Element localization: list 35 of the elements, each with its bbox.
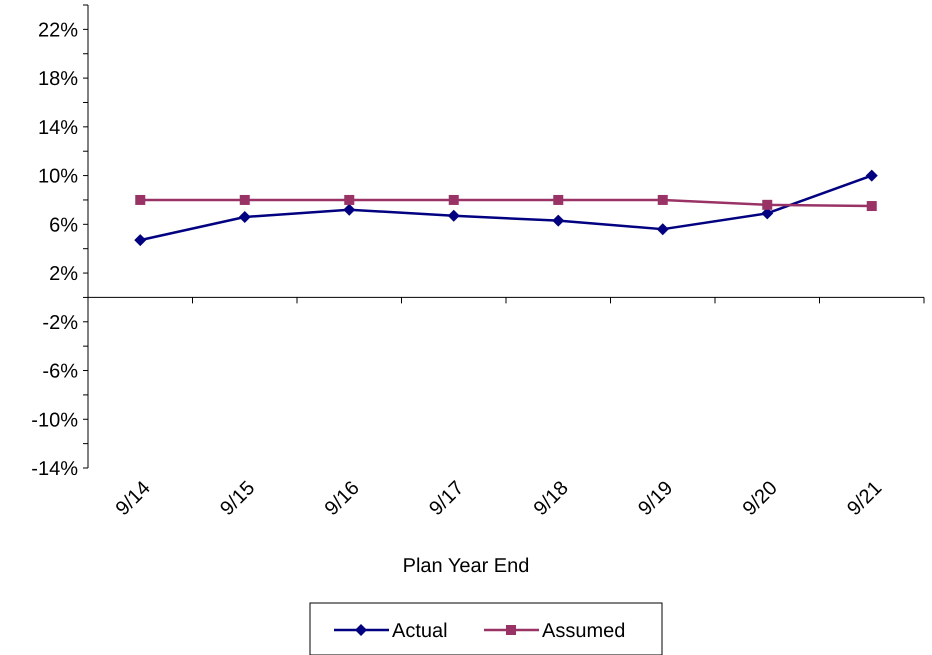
point <box>238 211 251 224</box>
x-tick-label: 9/19 <box>634 476 678 520</box>
point <box>552 214 564 227</box>
y-tick-label: 10% <box>38 166 78 188</box>
x-axis-title: Plan Year End <box>402 555 530 577</box>
x-tick-label: 9/16 <box>320 476 364 520</box>
y-tick-label: -6% <box>42 360 78 383</box>
point <box>448 194 459 205</box>
point <box>866 170 878 182</box>
y-tick-label: -14% <box>31 458 78 480</box>
point <box>240 194 250 205</box>
point <box>762 200 772 210</box>
x-tick-label: 9/20 <box>738 476 782 520</box>
point <box>344 194 354 205</box>
y-tick-label: -2% <box>42 312 78 334</box>
y-tick-label: -10% <box>31 409 78 432</box>
point <box>343 204 356 216</box>
point <box>553 194 564 205</box>
x-tick-label: 9/21 <box>843 476 886 520</box>
y-tick-label: 18% <box>38 68 78 90</box>
y-tick-label: 6% <box>49 214 78 236</box>
x-tick-label: 9/15 <box>216 476 260 520</box>
y-tick-label: 22% <box>38 19 78 42</box>
legend-label: Actual <box>392 620 448 642</box>
point <box>656 223 669 236</box>
point <box>135 194 146 205</box>
legend-label: Assumed <box>542 620 626 642</box>
y-tick-label: 2% <box>49 263 78 286</box>
point <box>134 234 146 246</box>
x-tick-label: 9/18 <box>530 476 573 520</box>
point <box>866 201 877 212</box>
point <box>448 210 460 222</box>
x-tick-label: 9/14 <box>112 476 155 520</box>
point <box>658 194 668 205</box>
y-tick-label: 14% <box>38 116 78 139</box>
